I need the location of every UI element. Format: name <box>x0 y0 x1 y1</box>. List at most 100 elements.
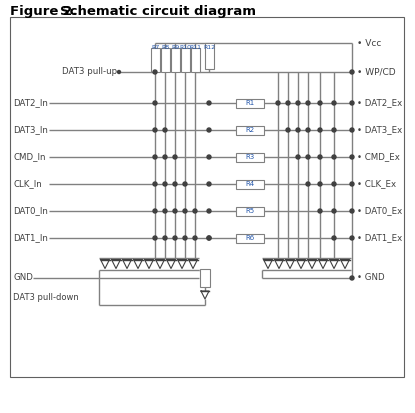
FancyBboxPatch shape <box>205 43 213 69</box>
Text: • GND: • GND <box>357 273 385 282</box>
Text: • Vcc: • Vcc <box>357 38 381 47</box>
Circle shape <box>306 182 310 186</box>
Text: • DAT2_Ex: • DAT2_Ex <box>357 98 402 107</box>
Circle shape <box>163 128 167 132</box>
Circle shape <box>173 182 177 186</box>
Circle shape <box>163 209 167 213</box>
Circle shape <box>286 128 290 132</box>
Circle shape <box>296 155 300 159</box>
Text: • CMD_Ex: • CMD_Ex <box>357 152 400 161</box>
Text: • WP/CD: • WP/CD <box>357 67 395 76</box>
Circle shape <box>332 236 336 240</box>
Text: R1: R1 <box>245 100 255 106</box>
Circle shape <box>306 128 310 132</box>
Circle shape <box>153 128 157 132</box>
Circle shape <box>350 209 354 213</box>
Circle shape <box>183 209 187 213</box>
FancyBboxPatch shape <box>151 47 159 71</box>
Circle shape <box>296 101 300 105</box>
Text: R9: R9 <box>171 45 179 50</box>
Circle shape <box>117 71 120 74</box>
FancyBboxPatch shape <box>171 47 180 71</box>
Circle shape <box>296 128 300 132</box>
Circle shape <box>332 155 336 159</box>
Circle shape <box>350 236 354 240</box>
Text: R3: R3 <box>245 154 255 160</box>
Circle shape <box>306 155 310 159</box>
Text: R2: R2 <box>245 127 254 133</box>
Text: • CLK_Ex: • CLK_Ex <box>357 180 396 188</box>
Circle shape <box>350 128 354 132</box>
FancyBboxPatch shape <box>10 17 404 377</box>
Text: CLK_In: CLK_In <box>13 180 42 188</box>
Text: R11: R11 <box>189 45 201 50</box>
Circle shape <box>153 70 157 74</box>
Circle shape <box>332 209 336 213</box>
Circle shape <box>318 128 322 132</box>
Circle shape <box>183 182 187 186</box>
Circle shape <box>306 101 310 105</box>
Circle shape <box>153 155 157 159</box>
Circle shape <box>207 236 211 240</box>
Circle shape <box>153 209 157 213</box>
FancyBboxPatch shape <box>236 98 264 107</box>
Circle shape <box>332 101 336 105</box>
Circle shape <box>350 70 354 74</box>
Text: • DAT1_Ex: • DAT1_Ex <box>357 233 402 242</box>
FancyBboxPatch shape <box>236 152 264 161</box>
Circle shape <box>153 182 157 186</box>
Text: R4: R4 <box>245 181 254 187</box>
Circle shape <box>318 101 322 105</box>
Circle shape <box>153 101 157 105</box>
Circle shape <box>173 155 177 159</box>
Circle shape <box>318 209 322 213</box>
Text: DAT3 pull-down: DAT3 pull-down <box>13 292 79 301</box>
Circle shape <box>163 182 167 186</box>
Text: GND: GND <box>13 273 33 282</box>
Text: R7: R7 <box>151 45 159 50</box>
Circle shape <box>350 101 354 105</box>
FancyBboxPatch shape <box>161 47 169 71</box>
Text: DAT3 pull-up: DAT3 pull-up <box>62 67 120 76</box>
Circle shape <box>193 209 197 213</box>
FancyBboxPatch shape <box>236 206 264 216</box>
Text: R10: R10 <box>179 45 191 50</box>
Circle shape <box>183 236 187 240</box>
Circle shape <box>276 101 280 105</box>
Circle shape <box>207 128 211 132</box>
FancyBboxPatch shape <box>236 126 264 135</box>
Text: Figure 2.: Figure 2. <box>10 5 77 18</box>
Text: DAT1_In: DAT1_In <box>13 233 48 242</box>
Circle shape <box>173 209 177 213</box>
Circle shape <box>332 128 336 132</box>
Circle shape <box>286 101 290 105</box>
Circle shape <box>350 182 354 186</box>
Circle shape <box>207 236 211 240</box>
Circle shape <box>207 182 211 186</box>
Text: DAT2_In: DAT2_In <box>13 98 48 107</box>
Text: • DAT0_Ex: • DAT0_Ex <box>357 206 402 216</box>
FancyBboxPatch shape <box>200 269 210 287</box>
Circle shape <box>207 101 211 105</box>
Circle shape <box>207 155 211 159</box>
Text: Schematic circuit diagram: Schematic circuit diagram <box>60 5 256 18</box>
Circle shape <box>153 236 157 240</box>
Circle shape <box>193 236 197 240</box>
Circle shape <box>207 209 211 213</box>
Circle shape <box>163 155 167 159</box>
Text: CMD_In: CMD_In <box>13 152 46 161</box>
Circle shape <box>318 155 322 159</box>
Text: R5: R5 <box>245 208 254 214</box>
FancyBboxPatch shape <box>236 233 264 242</box>
Text: R8: R8 <box>161 45 169 50</box>
Text: • DAT3_Ex: • DAT3_Ex <box>357 126 402 135</box>
Text: DAT0_In: DAT0_In <box>13 206 48 216</box>
Circle shape <box>350 155 354 159</box>
Text: DAT3_In: DAT3_In <box>13 126 48 135</box>
Circle shape <box>163 236 167 240</box>
Text: R6: R6 <box>245 235 255 241</box>
Circle shape <box>318 182 322 186</box>
Text: R12: R12 <box>203 45 215 50</box>
FancyBboxPatch shape <box>181 47 190 71</box>
Circle shape <box>332 182 336 186</box>
